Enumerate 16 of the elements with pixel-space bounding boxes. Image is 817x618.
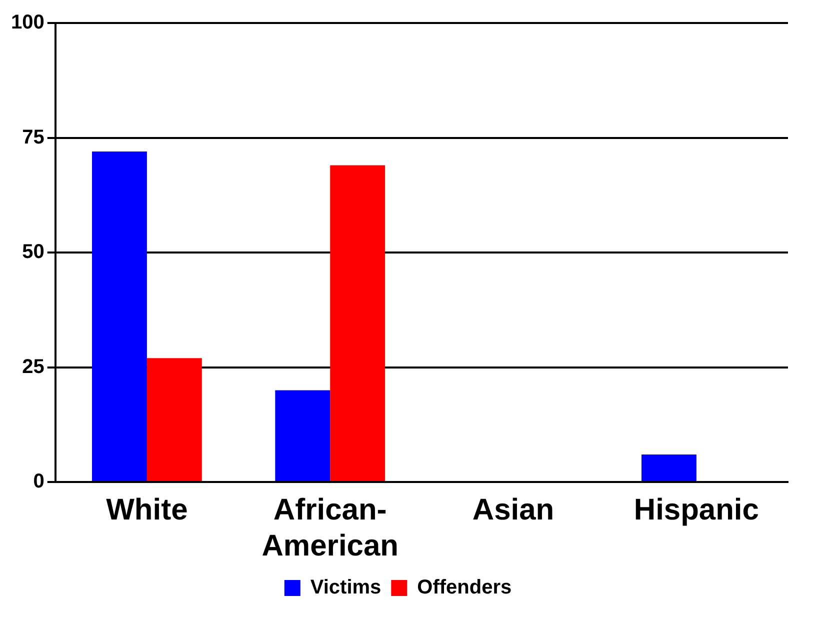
- x-tick-label: African- American: [262, 493, 398, 562]
- y-tick-label: 50: [22, 241, 44, 264]
- y-tick-label: 0: [33, 470, 44, 493]
- bar: [146, 358, 202, 481]
- legend-label: Victims: [310, 576, 382, 599]
- y-tick-label: 100: [10, 12, 44, 34]
- bar: [92, 152, 147, 481]
- bar: [275, 390, 330, 481]
- x-tick-label: Hispanic: [634, 493, 759, 526]
- x-tick-label: White: [106, 493, 188, 526]
- y-tick-label: 75: [22, 126, 44, 148]
- legend-label: Offenders: [417, 576, 512, 599]
- x-tick-label: Asian: [472, 493, 554, 526]
- bar: [641, 454, 696, 481]
- y-tick-label: 25: [22, 356, 44, 378]
- bar: [330, 165, 386, 481]
